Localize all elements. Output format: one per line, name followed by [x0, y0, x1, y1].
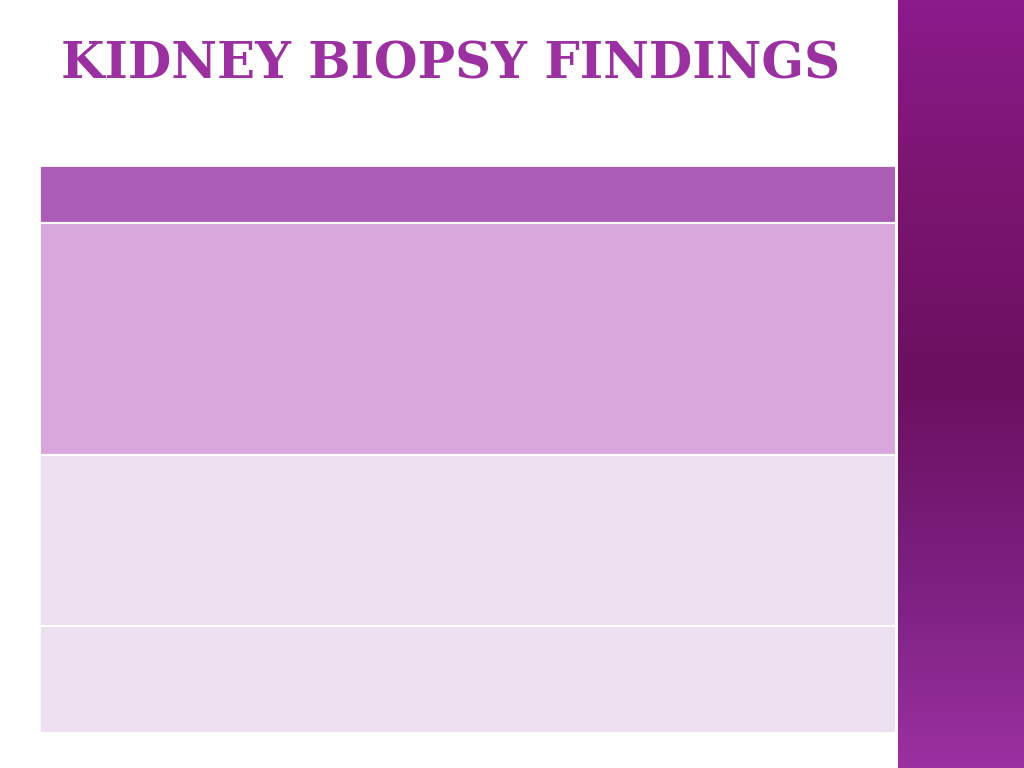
- Text: Total 8 glomeruli seen. 3 glomeruli
segmentally sclerosed with adhesion.
Rest 5 : Total 8 glomeruli seen. 3 glomeruli segm…: [355, 234, 702, 394]
- Text: Final diagnosis: Final diagnosis: [109, 670, 273, 690]
- Text: KIDNEY BIOPSY FINDINGS: KIDNEY BIOPSY FINDINGS: [61, 41, 840, 90]
- Text: Light microscopy findings: Light microscopy findings: [76, 330, 306, 348]
- Text: Result: Result: [580, 184, 659, 204]
- Text: Focal segmental glomerulosclerosis: Focal segmental glomerulosclerosis: [355, 670, 749, 690]
- Text: IgM shows podocytic uptake. IgG, IgA,
C1q, kappa, lambda show no immune
deposits: IgM shows podocytic uptake. IgG, IgA, C1…: [355, 467, 698, 531]
- Text: Immunoflourescence: Immunoflourescence: [96, 531, 286, 550]
- Text: Test: Test: [165, 184, 217, 204]
